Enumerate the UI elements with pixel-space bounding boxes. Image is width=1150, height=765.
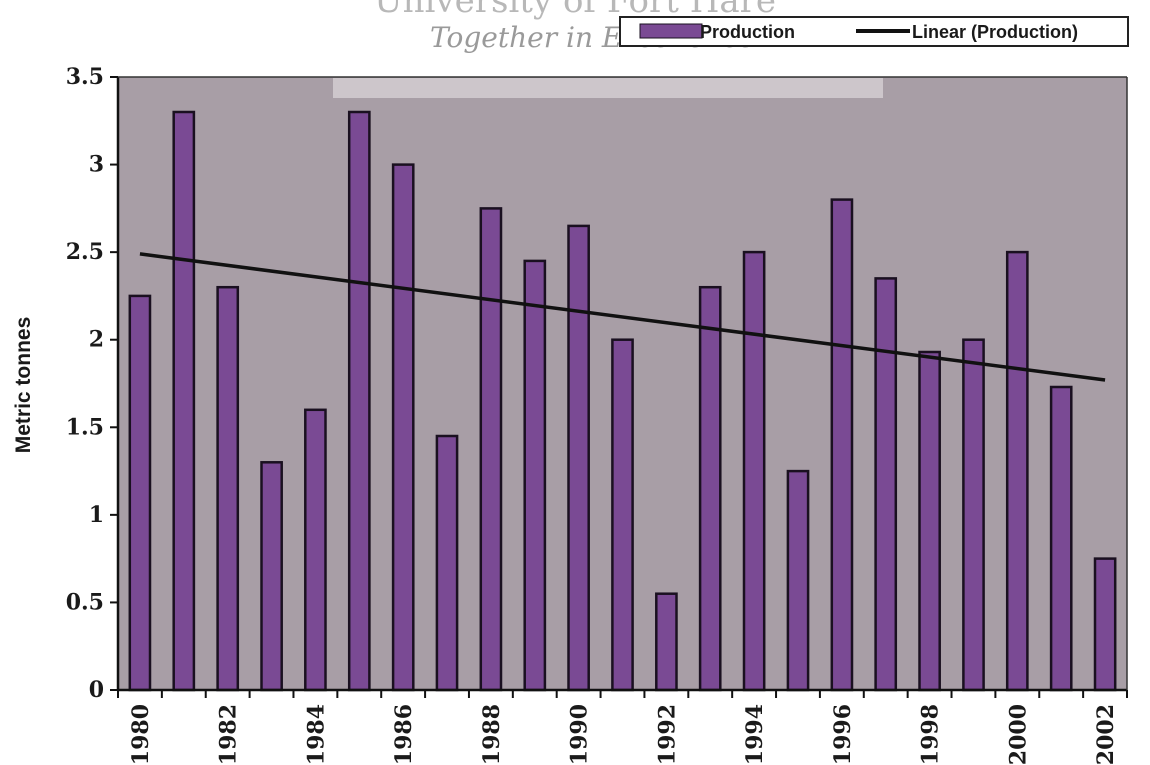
bar-2002 — [1093, 557, 1117, 692]
x-tick-label: 2000 — [1005, 704, 1031, 765]
y-tick-label: 2 — [89, 327, 104, 353]
bar-1983 — [260, 461, 283, 692]
x-tick-label: 1982 — [216, 704, 242, 765]
x-tick-label: 1992 — [654, 704, 680, 765]
bar-1982 — [216, 285, 240, 692]
x-tick-label: 1986 — [391, 704, 417, 765]
x-tick-labels: 1980 1982 1984 1986 1988 1990 1992 1994 1996 1998… — [117, 690, 1128, 765]
y-tick-label: 0 — [89, 677, 104, 703]
y-tick-label: 2.5 — [66, 239, 104, 265]
x-tick-label: 1998 — [918, 704, 944, 765]
bar-1980 — [128, 294, 152, 692]
bar-2000 — [1005, 250, 1029, 692]
x-tick-label: 1988 — [479, 704, 505, 765]
y-tick-label: 0.5 — [66, 589, 104, 615]
bar-1997 — [874, 277, 898, 692]
bar-1981 — [172, 110, 196, 692]
bar-1994 — [742, 250, 766, 692]
bars-group — [128, 110, 1117, 692]
y-tick-label: 3.5 — [66, 64, 104, 90]
x-tick-label: 1996 — [830, 704, 856, 765]
plot-highlight-band — [333, 78, 883, 98]
bar-1995 — [786, 469, 810, 692]
legend: Production Linear (Production) — [619, 16, 1129, 47]
y-axis-label: Metric tonnes — [12, 317, 35, 454]
bar-1998 — [918, 350, 941, 692]
x-tick-label: 1984 — [303, 704, 329, 765]
bar-1999 — [962, 338, 985, 692]
bar-1986 — [391, 163, 415, 692]
legend-swatch-production — [639, 23, 703, 39]
y-tick-label: 3 — [89, 152, 104, 178]
x-tick-label: 1994 — [742, 704, 768, 765]
trendline — [139, 252, 1106, 382]
bar-1991 — [611, 338, 634, 692]
y-tick-labels: 0 0.5 1 1.5 2 2.5 3 3.5 — [66, 64, 118, 703]
bar-2001 — [1049, 385, 1073, 692]
y-tick-label: 1.5 — [66, 414, 104, 440]
bar-1988 — [479, 207, 503, 692]
x-tick-label: 1980 — [128, 704, 154, 765]
bar-1992 — [655, 592, 678, 692]
trendline-group — [139, 252, 1106, 382]
x-tick-label: 2002 — [1093, 704, 1119, 765]
legend-label-production: Production — [700, 22, 795, 42]
watermark-title: University of Fort Hare — [374, 0, 776, 21]
legend-label-trend: Linear (Production) — [912, 22, 1078, 42]
bar-1996 — [830, 198, 854, 692]
bar-1987 — [435, 434, 459, 692]
axes-group — [116, 76, 1128, 692]
x-tick-label: 1990 — [567, 704, 593, 765]
bar-1993 — [698, 285, 722, 692]
bar-1985 — [347, 110, 371, 692]
bar-1989 — [523, 259, 547, 692]
bar-1990 — [567, 224, 590, 692]
y-tick-label: 1 — [89, 502, 104, 528]
bar-1984 — [304, 408, 327, 692]
